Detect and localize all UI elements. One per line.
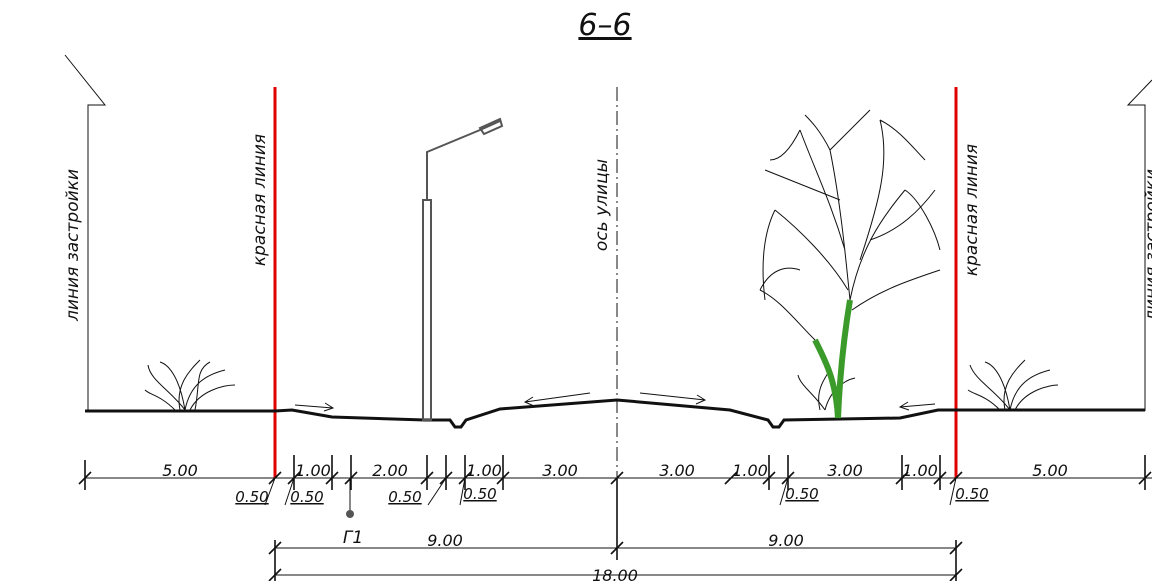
tree — [759, 109, 941, 419]
shrub — [967, 359, 1059, 411]
building-line-right-label: линия застройки — [1142, 169, 1152, 322]
axis-label: ось улицы — [592, 159, 612, 251]
dimension-labels: 5.00 1.00 2.00 1.00 3.00 3.00 1.00 3.00 … — [162, 461, 1068, 581]
dimension: 18.00 — [592, 566, 638, 581]
dimension: 1.00 — [902, 461, 938, 480]
dimension: 3.00 — [659, 461, 695, 480]
dimension: 2.00 — [372, 461, 408, 480]
dimension: 3.00 — [542, 461, 578, 480]
ground-profile — [85, 398, 1145, 429]
dimension: 1.00 — [466, 461, 502, 480]
building-line-right — [1126, 79, 1152, 411]
dimension-ticks — [78, 455, 1152, 581]
dimension: 0.50 — [235, 488, 268, 506]
dimension: 0.50 — [785, 485, 818, 503]
slope-arrows — [294, 392, 936, 412]
dimension: 0.50 — [290, 488, 323, 506]
dimension: 5.00 — [162, 461, 198, 480]
dimension: 3.00 — [827, 461, 863, 480]
dimension: 1.00 — [295, 461, 331, 480]
building-line-left-label: линия застройки — [63, 169, 83, 322]
red-line-label: красная линия — [962, 144, 982, 276]
dimension: 5.00 — [1032, 461, 1068, 480]
dimension: 0.50 — [463, 485, 496, 503]
dimension: 0.50 — [388, 488, 421, 506]
dimension: 0.50 — [955, 485, 988, 503]
utility-label: Г1 — [343, 528, 363, 548]
utility-point — [346, 510, 354, 518]
shrub — [797, 369, 856, 411]
dimension: 9.00 — [427, 531, 463, 550]
dimension: 1.00 — [732, 461, 768, 480]
red-line-label: красная линия — [250, 134, 270, 266]
street-lamp — [422, 117, 504, 421]
dimension: 9.00 — [768, 531, 804, 550]
building-line-left — [64, 54, 107, 411]
shrub — [144, 359, 236, 411]
title: 6–6 — [578, 8, 631, 43]
